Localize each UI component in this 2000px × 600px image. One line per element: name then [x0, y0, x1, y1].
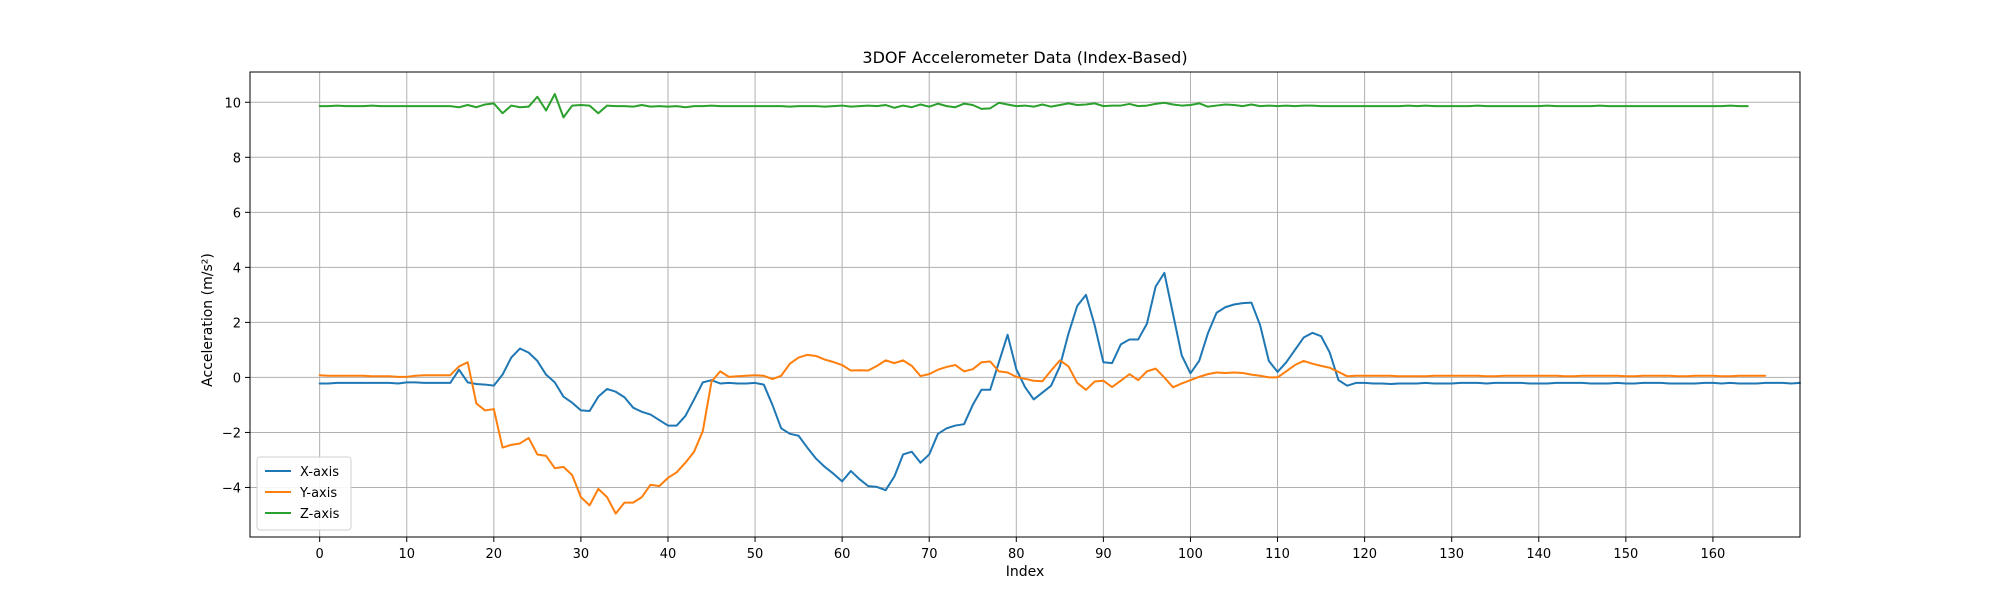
- y-tick-label: 2: [233, 316, 241, 331]
- x-axis-label: Index: [1006, 564, 1045, 580]
- y-tick-label: −2: [222, 426, 241, 441]
- series-lines: [318, 93, 1801, 515]
- y-tick-label: 0: [233, 371, 241, 386]
- y-tick-label: 8: [233, 151, 241, 166]
- legend-label: X-axis: [300, 465, 339, 480]
- x-tick-label: 120: [1352, 547, 1377, 562]
- legend-label: Y-axis: [299, 486, 337, 501]
- x-tick-label: 60: [834, 547, 851, 562]
- series-line-y-axis: [318, 353, 1767, 515]
- ticks: 0 10 20 30 40 50 60 70 80 90 100 110 120 130 140 150 160…: [222, 96, 1726, 562]
- grid: [250, 72, 1800, 537]
- x-tick-label: 70: [921, 547, 938, 562]
- series-line-z-axis: [318, 93, 1749, 119]
- plot-frame: [249, 71, 1801, 538]
- y-tick-label: 6: [233, 206, 241, 221]
- x-tick-label: 40: [660, 547, 677, 562]
- x-tick-label: 10: [398, 547, 415, 562]
- chart-title: 3DOF Accelerometer Data (Index-Based): [862, 48, 1187, 67]
- x-tick-label: 90: [1095, 547, 1112, 562]
- x-tick-label: 160: [1701, 547, 1726, 562]
- x-tick-label: 110: [1265, 547, 1290, 562]
- legend-box: [256, 456, 352, 531]
- x-tick-label: 0: [316, 547, 324, 562]
- y-tick-label: 4: [233, 261, 241, 276]
- y-tick-label: 10: [224, 96, 241, 111]
- x-tick-label: 150: [1613, 547, 1638, 562]
- x-tick-label: 20: [486, 547, 503, 562]
- y-axis-label: Acceleration (m/s²): [200, 253, 216, 387]
- x-tick-label: 130: [1439, 547, 1464, 562]
- y-tick-label: −4: [222, 481, 241, 496]
- x-tick-label: 100: [1178, 547, 1203, 562]
- x-tick-label: 30: [573, 547, 590, 562]
- x-tick-label: 80: [1008, 547, 1025, 562]
- x-tick-label: 140: [1526, 547, 1551, 562]
- x-tick-label: 50: [747, 547, 764, 562]
- legend: X-axis Y-axis Z-axis: [256, 456, 352, 531]
- legend-label: Z-axis: [300, 507, 340, 522]
- series-line-x-axis: [318, 271, 1801, 492]
